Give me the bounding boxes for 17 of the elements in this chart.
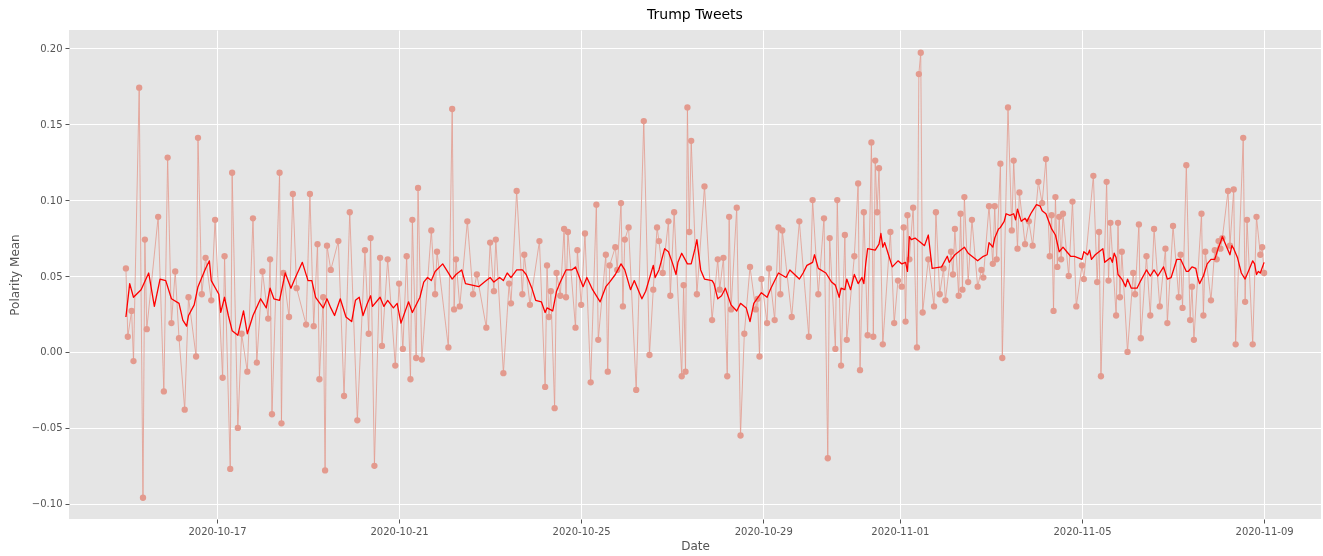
y-tick-label: 0.05 (40, 270, 63, 282)
y-tick-label: −0.10 (31, 498, 63, 510)
x-tick-label: 2020-10-29 (734, 525, 793, 537)
x-tick-label: 2020-10-17 (188, 525, 247, 537)
x-tick-label: 2020-11-09 (1235, 525, 1294, 537)
x-tick-label: 2020-11-05 (1053, 525, 1112, 537)
y-tick-label: 0.00 (40, 346, 63, 358)
x-axis-title: Date (681, 538, 710, 553)
x-tick-label: 2020-10-21 (370, 525, 429, 537)
y-tick-label: −0.05 (31, 422, 63, 434)
y-tick-label: 0.15 (40, 118, 63, 130)
y-tick-label: 0.20 (40, 42, 63, 54)
y-axis-title: Polarity Mean (7, 234, 22, 316)
chart-title: Trump Tweets (646, 6, 743, 22)
x-tick-label: 2020-11-01 (871, 525, 930, 537)
x-tick-label: 2020-10-25 (552, 525, 611, 537)
y-tick-label: 0.10 (40, 194, 63, 206)
